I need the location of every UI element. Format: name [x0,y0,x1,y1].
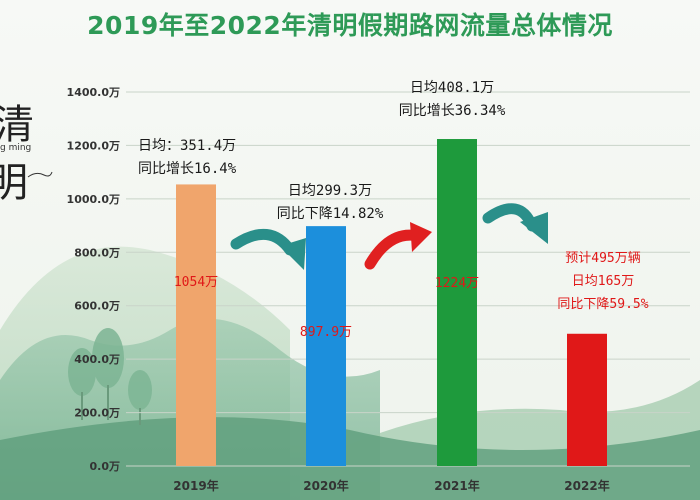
annotation-text: 预计495万辆 [565,251,640,266]
y-tick-label: 200.0万 [74,407,120,420]
data-label: 897.9万 [300,325,352,340]
x-tick-label: 2022年 [564,478,609,493]
annotation-text: 同比下降59.5% [557,297,648,312]
annotation-text: 日均408.1万 [410,80,494,96]
x-tick-label: 2019年 [173,478,218,493]
y-tick-label: 600.0万 [74,300,120,313]
annotation-text: 同比增长36.34% [399,103,506,119]
bar [176,184,216,466]
data-label: 1224万 [435,276,479,291]
arrow-up-icon-head [410,222,432,252]
x-tick-label: 2021年 [434,478,479,493]
y-tick-label: 1000.0万 [67,193,120,206]
y-tick-label: 400.0万 [74,353,120,366]
y-tick-label: 1400.0万 [67,86,120,99]
annotation-text: 日均165万 [572,274,634,289]
chart-title: 2019年至2022年清明假期路网流量总体情况 [87,11,613,40]
data-label: 1054万 [174,275,218,290]
arrow-up-icon-shaft [364,229,424,270]
bar [437,139,477,466]
decor-pinyin: g ming [0,143,32,153]
annotation-text: 同比下降14.82% [277,206,384,222]
arrow-forecast-icon-head [520,212,548,244]
decor-char-ming: 明 [0,160,28,206]
y-tick-label: 800.0万 [74,246,120,259]
y-tick-label: 1200.0万 [67,139,120,152]
bar [306,226,346,466]
x-tick-label: 2020年 [303,478,348,493]
decor-cloud-icon [27,171,53,178]
arrow-down-icon-head [280,238,306,270]
decor-char-qing: 清 [0,102,34,148]
y-tick-label: 0.0万 [90,460,121,473]
bar [567,333,607,466]
annotation-text: 同比增长16.4% [138,161,237,177]
annotation-text: 日均299.3万 [288,183,372,199]
annotation-text: 日均：351.4万 [138,138,236,154]
